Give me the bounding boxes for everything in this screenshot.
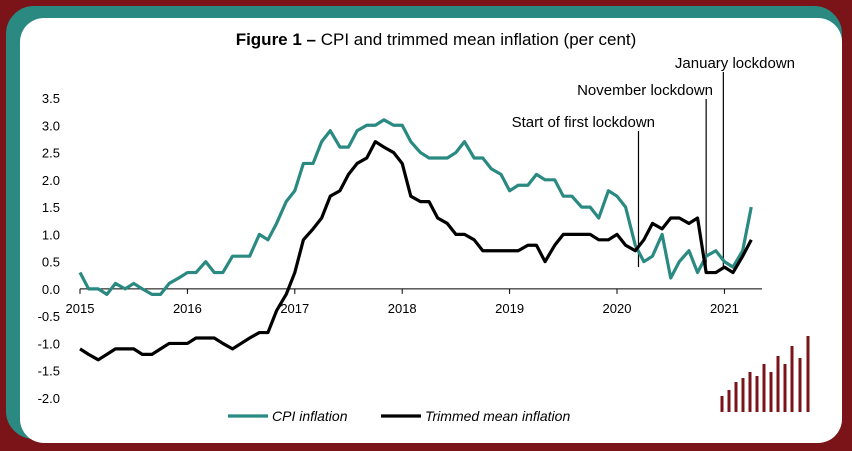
y-tick-label: 1.0 — [42, 227, 60, 242]
y-tick-label: -0.5 — [38, 309, 60, 324]
lockdown-label: Start of first lockdown — [512, 114, 655, 131]
series-lines — [78, 118, 753, 362]
x-tick-label: 2017 — [280, 301, 309, 316]
y-tick-label: -1.0 — [38, 336, 60, 351]
lockdown-markers: Start of first lockdown November lockdown… — [512, 55, 795, 268]
series-line-cpi — [78, 118, 753, 296]
chart-title-text: CPI and trimmed mean inflation (per cent… — [316, 30, 636, 49]
x-tick-label: 2016 — [173, 301, 202, 316]
lockdown-label: January lockdown — [675, 55, 795, 72]
x-tick-label: 2021 — [710, 301, 739, 316]
y-axis: 3.5 3.0 2.5 2.0 1.5 1.0 0.5 0.0 -0.5 -1.0 -1.5 -2.0 — [38, 91, 60, 406]
svg-text:Figure 1 – CPI and trimmed mea: Figure 1 – CPI and trimmed mean inflatio… — [236, 30, 637, 49]
y-tick-label: -1.5 — [38, 364, 60, 379]
x-tick-label: 2020 — [603, 301, 632, 316]
y-tick-label: 2.0 — [42, 173, 60, 188]
legend-label: CPI inflation — [272, 408, 348, 424]
y-tick-label: 1.5 — [42, 200, 60, 215]
x-tick-label: 2018 — [388, 301, 417, 316]
outer-frame — [4, 4, 844, 443]
legend-label: Trimmed mean inflation — [425, 408, 570, 424]
y-tick-label: 3.0 — [42, 118, 60, 133]
y-tick-label: 2.5 — [42, 146, 60, 161]
chart-title-bold: Figure 1 – — [236, 30, 316, 49]
x-axis: 2015 2016 2017 2018 2019 2020 2021 — [66, 288, 739, 316]
logo-icon — [720, 336, 810, 412]
series-line-trimmed — [79, 140, 753, 362]
chart-title: Figure 1 – CPI and trimmed mean inflatio… — [236, 30, 637, 49]
lockdown-label: November lockdown — [577, 82, 713, 99]
legend: CPI inflation Trimmed mean inflation — [228, 408, 570, 424]
y-tick-label: 0.0 — [42, 282, 60, 297]
x-tick-label: 2015 — [66, 301, 95, 316]
y-tick-label: 0.5 — [42, 255, 60, 270]
y-tick-label: 3.5 — [42, 91, 60, 106]
x-tick-label: 2019 — [495, 301, 524, 316]
chart-panel — [20, 18, 842, 443]
y-tick-label: -2.0 — [38, 391, 60, 406]
